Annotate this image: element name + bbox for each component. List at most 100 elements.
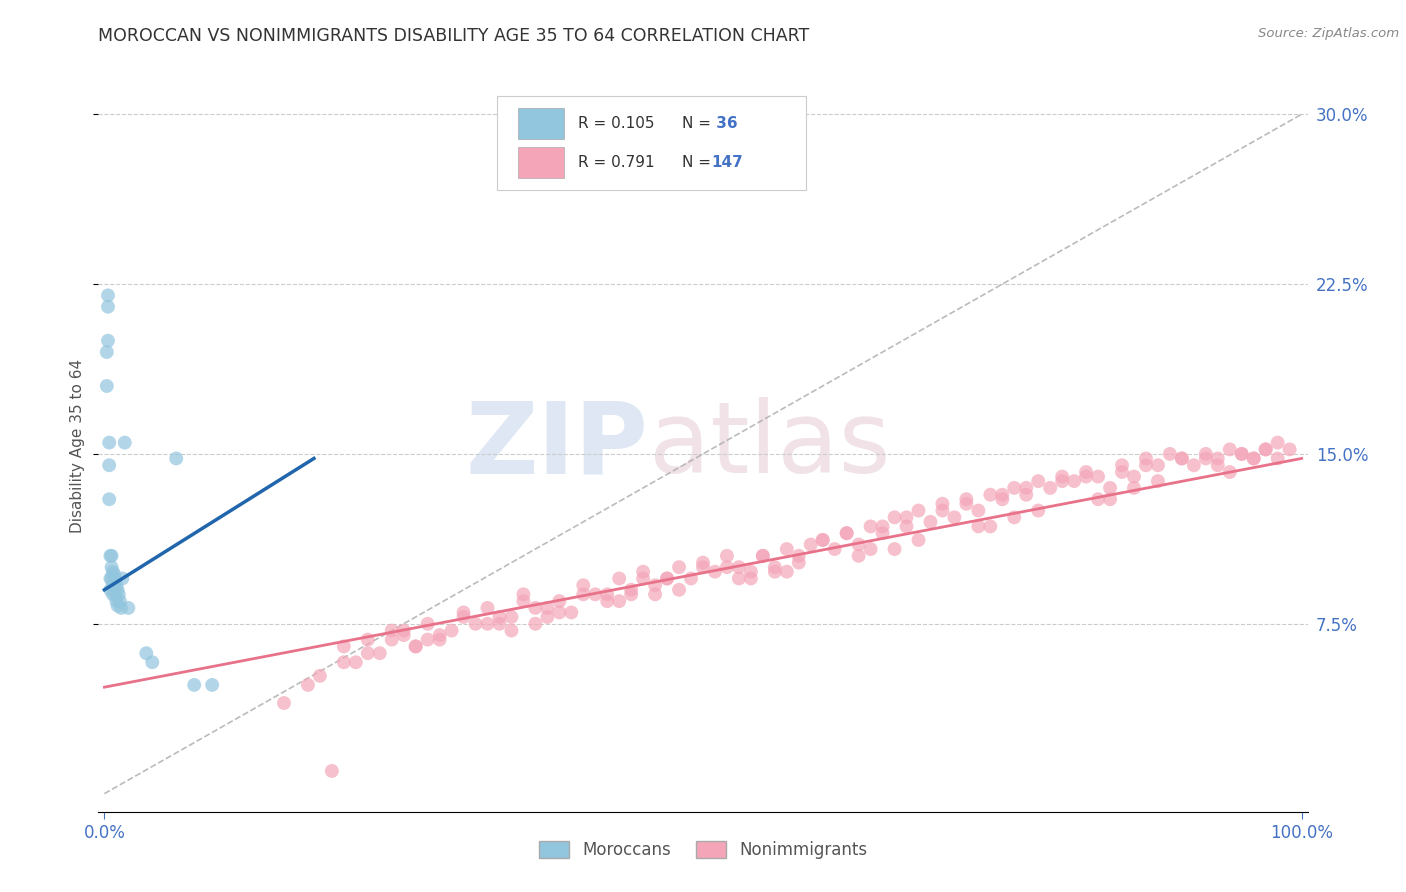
Point: [548, 594, 571, 608]
Point: [1123, 481, 1146, 495]
Point: [1074, 469, 1097, 483]
Point: [572, 587, 595, 601]
Point: [991, 488, 1014, 502]
Point: [98, 458, 121, 473]
Point: [98, 435, 121, 450]
Point: [1195, 447, 1218, 461]
Point: [835, 526, 858, 541]
Point: [488, 616, 510, 631]
Point: [1099, 492, 1122, 507]
Point: [776, 565, 799, 579]
Point: [381, 624, 404, 638]
Point: [1147, 474, 1170, 488]
Point: [512, 587, 534, 601]
Point: [655, 572, 678, 586]
Point: [1147, 458, 1170, 473]
Point: [273, 696, 295, 710]
Point: [835, 526, 858, 541]
Point: [644, 578, 666, 592]
Text: Source: ZipAtlas.com: Source: ZipAtlas.com: [1258, 27, 1399, 40]
Point: [896, 510, 918, 524]
Point: [1219, 442, 1241, 457]
Point: [776, 542, 799, 557]
Point: [1182, 458, 1205, 473]
Point: [344, 655, 367, 669]
Text: N =: N =: [682, 116, 716, 131]
Point: [1111, 458, 1133, 473]
Point: [1087, 469, 1109, 483]
Point: [111, 572, 134, 586]
Point: [740, 572, 762, 586]
Point: [429, 632, 451, 647]
Point: [920, 515, 942, 529]
Point: [1243, 451, 1265, 466]
Point: [716, 549, 738, 563]
Point: [883, 510, 905, 524]
Point: [811, 533, 834, 547]
Point: [1159, 447, 1181, 461]
Point: [357, 632, 380, 647]
Point: [98, 492, 121, 507]
Point: [668, 560, 690, 574]
Point: [668, 582, 690, 597]
Point: [704, 565, 727, 579]
Point: [321, 764, 343, 778]
Point: [524, 601, 547, 615]
Y-axis label: Disability Age 35 to 64: Disability Age 35 to 64: [70, 359, 86, 533]
Point: [848, 549, 870, 563]
Point: [655, 572, 678, 586]
Point: [967, 503, 990, 517]
Point: [416, 632, 439, 647]
Point: [368, 646, 391, 660]
Point: [100, 549, 122, 563]
Point: [405, 640, 427, 654]
Point: [596, 594, 619, 608]
Point: [716, 560, 738, 574]
Point: [1050, 474, 1073, 488]
Point: [297, 678, 319, 692]
Point: [1015, 481, 1038, 495]
Point: [1254, 442, 1277, 457]
Point: [165, 451, 187, 466]
Point: [381, 632, 404, 647]
Point: [100, 572, 122, 586]
Point: [501, 610, 523, 624]
Point: [1074, 465, 1097, 479]
Point: [453, 606, 475, 620]
Point: [800, 537, 823, 551]
Point: [620, 587, 643, 601]
Point: [97, 334, 120, 348]
Text: R = 0.791: R = 0.791: [578, 154, 655, 169]
Point: [141, 655, 163, 669]
Point: [1267, 435, 1289, 450]
Text: atlas: atlas: [648, 398, 890, 494]
Bar: [517, 147, 564, 178]
Point: [620, 582, 643, 597]
Point: [512, 594, 534, 608]
Point: [1230, 447, 1253, 461]
Point: [1135, 458, 1157, 473]
Point: [392, 624, 415, 638]
Point: [1267, 451, 1289, 466]
Point: [104, 572, 127, 586]
Point: [108, 594, 131, 608]
Point: [103, 566, 125, 581]
Point: [416, 616, 439, 631]
Point: [560, 606, 582, 620]
Point: [114, 435, 136, 450]
Point: [1243, 451, 1265, 466]
Point: [536, 610, 558, 624]
Point: [752, 549, 775, 563]
Point: [1002, 510, 1025, 524]
Point: [524, 616, 547, 631]
Point: [135, 646, 157, 660]
Point: [596, 587, 619, 601]
Point: [848, 537, 870, 551]
FancyBboxPatch shape: [498, 96, 806, 190]
Point: [488, 610, 510, 624]
Point: [859, 542, 882, 557]
Point: [967, 519, 990, 533]
Text: ZIP: ZIP: [465, 398, 648, 494]
Point: [763, 565, 786, 579]
Point: [96, 379, 118, 393]
